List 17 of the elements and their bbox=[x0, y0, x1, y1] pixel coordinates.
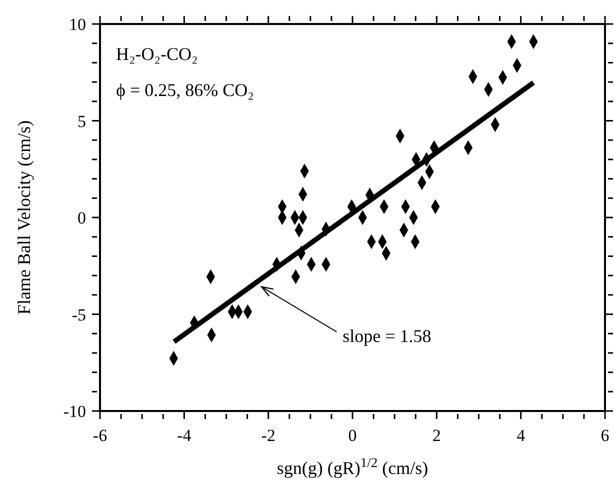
x-tick-label: 6 bbox=[600, 426, 610, 445]
x-tick-label: -2 bbox=[261, 426, 276, 445]
x-tick-label: 2 bbox=[432, 426, 441, 445]
y-tick-label: -10 bbox=[63, 402, 86, 421]
annotation: ϕ = 0.25, 86% CO₂ bbox=[116, 80, 254, 100]
y-tick-label: 10 bbox=[69, 15, 86, 34]
y-tick-label: 0 bbox=[78, 208, 86, 228]
annotation: slope = 1.58 bbox=[342, 326, 432, 346]
x-tick-label: -4 bbox=[177, 426, 192, 445]
x-tick-label: 0 bbox=[348, 426, 357, 445]
y-tick-label: -5 bbox=[72, 305, 86, 324]
x-axis-title: sgn(g) (gR)$^{1/2}$ (cm/s) bbox=[276, 454, 428, 478]
x-tick-label: 4 bbox=[516, 426, 526, 445]
annotation: H₂-O₂-CO₂ bbox=[116, 44, 198, 64]
y-tick-label: 5 bbox=[78, 112, 86, 131]
y-axis-title: Flame Ball Velocity (cm/s) bbox=[14, 120, 34, 315]
x-tick-label: -6 bbox=[92, 426, 108, 445]
